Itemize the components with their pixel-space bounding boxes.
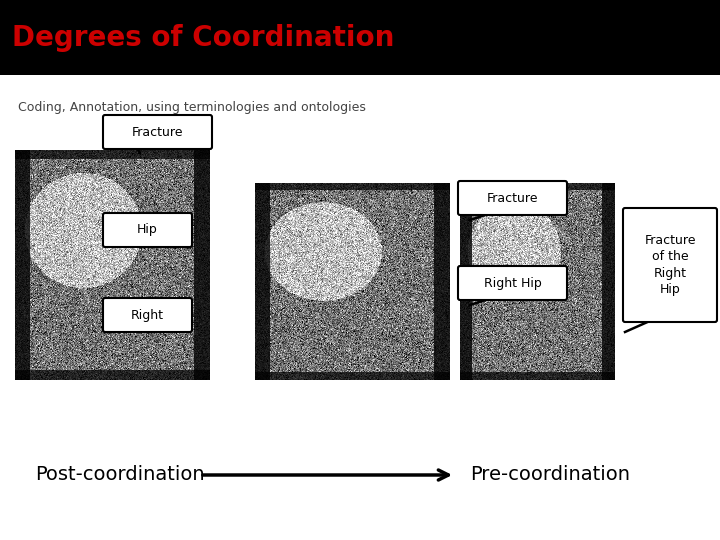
FancyBboxPatch shape: [103, 115, 212, 149]
FancyBboxPatch shape: [623, 208, 717, 322]
Text: Degrees of Coordination: Degrees of Coordination: [12, 24, 395, 51]
Text: Right: Right: [131, 308, 164, 321]
Text: Coding, Annotation, using terminologies and ontologies: Coding, Annotation, using terminologies …: [18, 100, 366, 113]
FancyBboxPatch shape: [458, 266, 567, 300]
Text: Hip: Hip: [137, 224, 158, 237]
FancyBboxPatch shape: [0, 0, 720, 75]
Text: Fracture: Fracture: [487, 192, 539, 205]
Text: Post-coordination: Post-coordination: [35, 465, 204, 484]
FancyBboxPatch shape: [103, 213, 192, 247]
Text: Right Hip: Right Hip: [484, 276, 541, 289]
Text: Fracture: Fracture: [132, 125, 184, 138]
Text: Pre-coordination: Pre-coordination: [470, 465, 630, 484]
Text: Fracture
of the
Right
Hip: Fracture of the Right Hip: [644, 234, 696, 295]
FancyBboxPatch shape: [458, 181, 567, 215]
FancyBboxPatch shape: [103, 298, 192, 332]
